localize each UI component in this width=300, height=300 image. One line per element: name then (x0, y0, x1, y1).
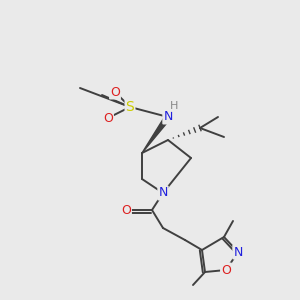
Text: O: O (121, 203, 131, 217)
Text: O: O (110, 85, 120, 98)
Text: S: S (126, 100, 134, 114)
Text: N: N (158, 187, 168, 200)
Text: N: N (163, 110, 173, 124)
Text: O: O (103, 112, 113, 124)
Text: O: O (221, 263, 231, 277)
Polygon shape (142, 115, 170, 153)
Text: H: H (170, 101, 178, 111)
Text: N: N (233, 245, 243, 259)
